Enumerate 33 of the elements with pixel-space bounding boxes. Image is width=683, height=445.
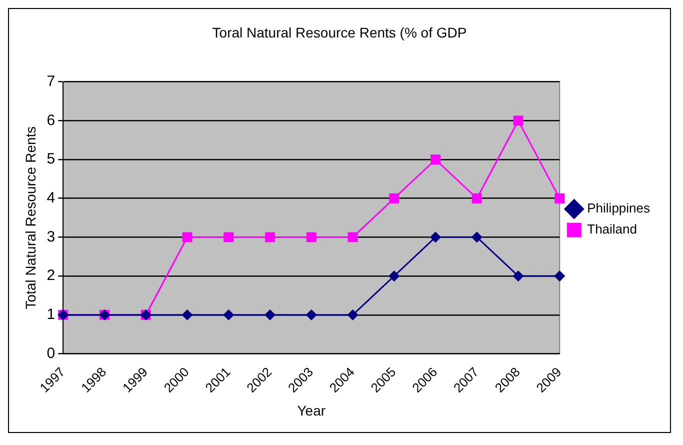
- point: [513, 116, 524, 126]
- point: [265, 232, 276, 242]
- point: [306, 310, 317, 320]
- point: [348, 310, 358, 320]
- y-tick-label: 4: [46, 189, 56, 206]
- point: [306, 232, 316, 242]
- y-tick-label: 3: [46, 228, 56, 246]
- point: [554, 193, 565, 204]
- y-tick-label: 5: [46, 150, 56, 168]
- point: [472, 232, 482, 242]
- y-tick-label: 7: [46, 72, 56, 90]
- y-tick-label: 1: [46, 306, 56, 324]
- point: [224, 232, 234, 242]
- point: [182, 232, 192, 242]
- y-tick-label: 2: [46, 267, 56, 284]
- y-axis-title: Total Natural Resource Rents: [22, 126, 38, 310]
- point: [389, 193, 400, 204]
- x-axis-title: Year: [297, 402, 326, 418]
- point: [472, 193, 482, 204]
- y-tick-label: 0: [46, 344, 56, 362]
- legend-label: Thailand: [587, 222, 637, 237]
- legend-label: Philippines: [587, 200, 650, 216]
- point: [264, 310, 276, 320]
- point: [182, 310, 193, 320]
- point: [430, 232, 441, 242]
- point: [430, 154, 440, 164]
- point: [388, 270, 400, 282]
- point: [513, 270, 524, 282]
- chart-title: Toral Natural Resource Rents (% of GDP: [212, 24, 467, 40]
- point: [223, 310, 234, 320]
- point: [348, 232, 358, 242]
- y-tick-label: 6: [46, 112, 56, 129]
- point: [554, 270, 565, 282]
